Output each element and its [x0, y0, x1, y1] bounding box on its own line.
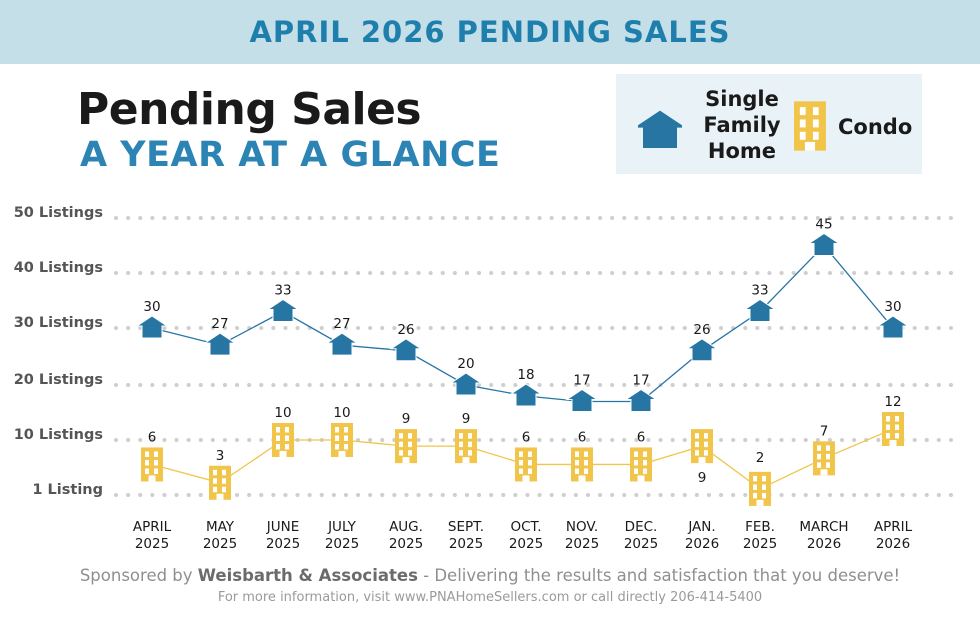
y-tick-label: 40 Listings	[14, 260, 103, 276]
data-label: 26	[397, 322, 414, 338]
building-marker	[813, 441, 835, 476]
x-tick-label: MAY 2025	[203, 519, 237, 552]
x-tick-label: FEB. 2025	[743, 519, 777, 552]
y-tick-label: 1 Listing	[32, 482, 103, 498]
data-label: 7	[820, 423, 829, 439]
data-label: 6	[637, 429, 646, 445]
x-tick-label: APRIL 2025	[133, 519, 172, 552]
house-marker	[685, 338, 719, 362]
building-marker	[141, 447, 163, 482]
building-marker	[455, 429, 477, 464]
data-label: 33	[751, 283, 768, 299]
data-label: 27	[333, 316, 350, 332]
sponsor-name: Weisbarth & Associates	[197, 566, 418, 585]
y-tick-label: 20 Listings	[14, 372, 103, 388]
y-tick-label: 50 Listings	[14, 205, 103, 221]
x-tick-label: JULY 2025	[325, 519, 359, 552]
data-label: 45	[815, 217, 832, 233]
data-label: 12	[884, 394, 901, 410]
house-marker	[624, 388, 658, 412]
x-tick-label: NOV. 2025	[565, 519, 599, 552]
house-marker	[135, 315, 169, 339]
x-tick-label: SEPT. 2025	[448, 519, 484, 552]
banner-title: APRIL 2026 PENDING SALES	[249, 15, 731, 49]
building-marker	[571, 447, 593, 482]
legend-sfh-line1: Single	[705, 87, 779, 111]
building-marker	[630, 447, 652, 482]
house-marker	[509, 383, 543, 407]
data-label: 30	[884, 299, 901, 315]
house-icon	[638, 110, 682, 148]
x-tick-label: MARCH 2026	[799, 519, 848, 552]
legend-sfh-line3: Home	[707, 139, 777, 163]
sponsor-prefix: Sponsored by	[79, 566, 198, 585]
building-marker	[331, 423, 353, 457]
building-marker	[882, 412, 904, 446]
legend: Single Family Home Condo	[616, 74, 922, 174]
chart-heading: Pending Sales	[77, 84, 422, 135]
building-marker	[749, 471, 771, 506]
building-marker	[515, 447, 537, 482]
data-label: 33	[274, 283, 291, 299]
house-marker	[449, 372, 483, 396]
pending-sales-chart: 50 Listings 40 Listings 30 Listings 20 List…	[14, 205, 957, 552]
data-label: 17	[632, 373, 649, 389]
sponsor-tagline: - Delivering the results and satisfactio…	[417, 566, 901, 585]
x-tick-label: JUNE 2025	[266, 519, 300, 552]
house-marker	[743, 298, 777, 322]
data-label: 2	[756, 450, 765, 466]
building-marker	[209, 465, 231, 500]
x-tick-label: AUG. 2025	[389, 519, 423, 552]
y-tick-label: 10 Listings	[14, 427, 103, 443]
house-marker	[325, 332, 359, 356]
data-label: 26	[693, 322, 710, 338]
data-label: 10	[333, 405, 350, 421]
house-marker	[203, 332, 237, 356]
building-marker	[691, 429, 713, 464]
building-marker	[272, 423, 294, 457]
data-label: 6	[522, 429, 531, 445]
building-marker	[395, 429, 417, 464]
data-label: 27	[211, 316, 228, 332]
top-banner: APRIL 2026 PENDING SALES	[0, 0, 980, 64]
data-label: 30	[143, 299, 160, 315]
data-label: 9	[462, 411, 471, 427]
house-marker	[807, 232, 841, 256]
data-label: 9	[402, 411, 411, 427]
legend-label-single-family: Single Family Home	[696, 86, 788, 164]
x-tick-label: APRIL 2026	[874, 519, 913, 552]
data-label: 3	[216, 448, 225, 464]
house-marker	[876, 315, 910, 339]
y-tick-label: 30 Listings	[14, 315, 103, 331]
contact-line: For more information, visit www.PNAHomeS…	[217, 590, 763, 605]
chart-subheading: A YEAR AT A GLANCE	[80, 135, 501, 175]
data-label: 20	[457, 356, 474, 372]
data-label: 17	[573, 373, 590, 389]
building-icon	[794, 101, 826, 151]
house-marker	[266, 298, 300, 322]
data-label: 6	[578, 429, 587, 445]
x-tick-label: JAN. 2026	[685, 519, 719, 552]
data-label: 9	[698, 470, 707, 486]
legend-building-shape	[794, 101, 826, 151]
house-marker	[565, 388, 599, 412]
sponsor-line: Sponsored by Weisbarth & Associates - De…	[0, 566, 980, 585]
legend-sfh-line2: Family	[703, 113, 781, 137]
data-label: 6	[148, 429, 157, 445]
x-tick-label: OCT. 2025	[509, 519, 543, 552]
data-label: 18	[517, 367, 534, 383]
x-tick-label: DEC. 2025	[624, 519, 658, 552]
house-marker	[389, 338, 423, 362]
legend-label-condo: Condo	[838, 115, 913, 139]
data-label: 10	[274, 405, 291, 421]
